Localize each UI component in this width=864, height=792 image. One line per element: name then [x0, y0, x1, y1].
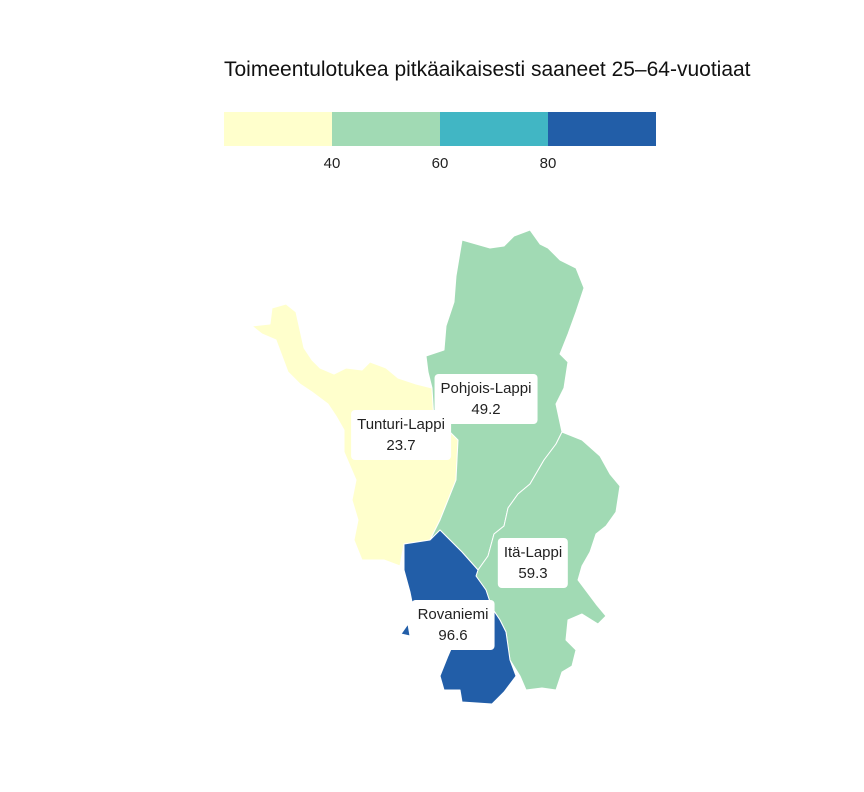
label-rovaniemi-value: 96.6 [438, 627, 468, 644]
label-tunturi-lappi: Tunturi-Lappi 23.7 [351, 410, 451, 460]
legend-tick-60: 60 [431, 155, 449, 172]
legend-swatch-1 [224, 112, 332, 146]
label-ita-lappi: Itä-Lappi 59.3 [497, 538, 569, 588]
region-rovaniemi-fragment [400, 623, 411, 637]
color-legend [224, 112, 656, 146]
legend-swatch-2 [332, 112, 440, 146]
legend-tick-40: 40 [323, 155, 341, 172]
legend-tick-80: 80 [539, 155, 557, 172]
legend-swatch-4 [548, 112, 656, 146]
label-tunturi-lappi-name: Tunturi-Lappi [357, 416, 445, 433]
legend-swatch-3 [440, 112, 548, 146]
label-ita-lappi-name: Itä-Lappi [503, 544, 563, 561]
label-pohjois-lappi: Pohjois-Lappi 49.2 [434, 374, 538, 424]
label-ita-lappi-value: 59.3 [518, 565, 548, 582]
label-pohjois-lappi-name: Pohjois-Lappi [440, 380, 532, 397]
label-rovaniemi-name: Rovaniemi [417, 606, 489, 623]
label-pohjois-lappi-value: 49.2 [471, 401, 501, 418]
label-rovaniemi: Rovaniemi 96.6 [411, 600, 495, 650]
map-title: Toimeentulotukea pitkäaikaisesti saaneet… [224, 58, 751, 81]
label-tunturi-lappi-value: 23.7 [386, 437, 416, 454]
